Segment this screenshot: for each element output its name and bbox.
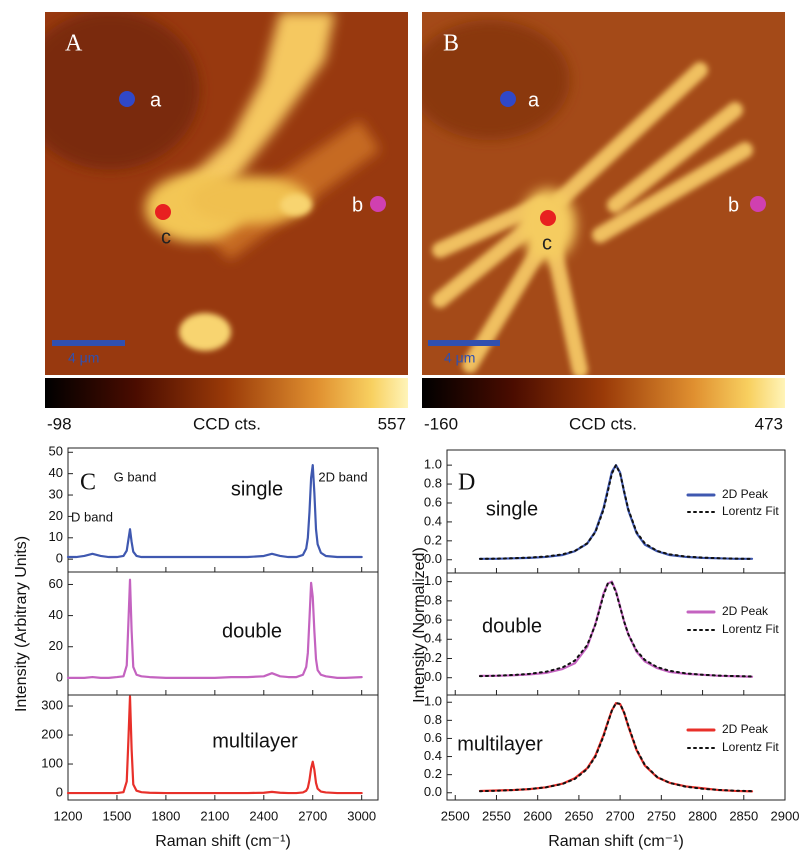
subplot-label: multilayer bbox=[212, 730, 298, 752]
x-tick-label: 2550 bbox=[482, 808, 511, 823]
panel-label: B bbox=[443, 31, 459, 57]
point-marker bbox=[500, 91, 516, 107]
y-tick-label: 0.6 bbox=[424, 494, 442, 509]
y-tick-label: 0.4 bbox=[424, 631, 442, 646]
point-label: b bbox=[352, 194, 363, 216]
y-tick-label: 0.4 bbox=[424, 513, 442, 528]
y-tick-label: 50 bbox=[49, 444, 63, 459]
y-tick-label: 0.2 bbox=[424, 766, 442, 781]
y-tick-label: 0.2 bbox=[424, 532, 442, 547]
y-tick-label: 1.0 bbox=[424, 573, 442, 588]
point-marker bbox=[750, 196, 766, 212]
y-tick-label: 0.8 bbox=[424, 475, 442, 490]
y-tick-label: 1.0 bbox=[424, 457, 442, 472]
colorbar-min-label: -98 bbox=[47, 414, 72, 433]
panel-label: C bbox=[80, 470, 96, 496]
figure: A a b c 4 μm CCD cts. B a b c 4 μm CCD c… bbox=[0, 0, 800, 853]
y-tick-label: 300 bbox=[41, 697, 63, 712]
y-tick-label: 20 bbox=[49, 638, 63, 653]
map-a bbox=[20, 10, 408, 375]
x-tick-label: 1800 bbox=[151, 808, 180, 823]
x-axis-label: Raman shift (cm⁻¹) bbox=[548, 833, 684, 850]
point-marker bbox=[155, 204, 171, 220]
x-tick-label: 2750 bbox=[647, 808, 676, 823]
x-tick-label: 1200 bbox=[54, 808, 83, 823]
point-label: b bbox=[728, 194, 739, 216]
annotation: G band bbox=[114, 469, 157, 484]
subplot-label: double bbox=[222, 620, 282, 642]
y-tick-label: 60 bbox=[49, 576, 63, 591]
subplot-label: single bbox=[486, 498, 538, 520]
y-tick-label: 100 bbox=[41, 755, 63, 770]
x-tick-label: 2700 bbox=[298, 808, 327, 823]
panel-label: D bbox=[458, 470, 475, 496]
y-tick-label: 20 bbox=[49, 508, 63, 523]
legend-label: Lorentz Fit bbox=[722, 504, 779, 518]
y-tick-label: 0.8 bbox=[424, 712, 442, 727]
x-tick-label: 2400 bbox=[249, 808, 278, 823]
y-tick-label: 0 bbox=[56, 669, 63, 684]
y-tick-label: 0.8 bbox=[424, 592, 442, 607]
point-marker bbox=[119, 91, 135, 107]
x-tick-label: 2650 bbox=[564, 808, 593, 823]
y-tick-label: 0.0 bbox=[424, 551, 442, 566]
y-tick-label: 0.4 bbox=[424, 748, 442, 763]
colorbar-label: CCD cts. bbox=[193, 414, 261, 433]
scale-bar-label: 4 μm bbox=[68, 350, 99, 366]
subplot-label: multilayer bbox=[457, 733, 543, 755]
legend-label: Lorentz Fit bbox=[722, 740, 779, 754]
y-tick-label: 1.0 bbox=[424, 694, 442, 709]
subplot-label: single bbox=[231, 478, 283, 500]
series-line bbox=[68, 580, 362, 678]
legend-label: 2D Peak bbox=[722, 604, 769, 618]
colorbar-label: CCD cts. bbox=[569, 414, 637, 433]
x-tick-label: 2900 bbox=[771, 808, 800, 823]
subplot-label: double bbox=[482, 615, 542, 637]
point-label: c bbox=[542, 232, 552, 254]
y-tick-label: 0 bbox=[56, 551, 63, 566]
y-tick-label: 200 bbox=[41, 726, 63, 741]
x-tick-label: 2100 bbox=[200, 808, 229, 823]
point-label: c bbox=[161, 226, 171, 248]
y-tick-label: 40 bbox=[49, 465, 63, 480]
colorbar-max-label: 473 bbox=[755, 414, 783, 433]
x-tick-label: 2850 bbox=[729, 808, 758, 823]
legend-label: 2D Peak bbox=[722, 487, 769, 501]
y-axis-label: Intensity (Arbitrary Units) bbox=[13, 536, 30, 712]
y-tick-label: 0.2 bbox=[424, 650, 442, 665]
colorbar bbox=[45, 378, 408, 408]
legend-label: 2D Peak bbox=[722, 722, 769, 736]
annotation: D band bbox=[71, 509, 113, 524]
x-tick-label: 2500 bbox=[441, 808, 470, 823]
point-label: a bbox=[150, 89, 162, 111]
x-tick-label: 2600 bbox=[523, 808, 552, 823]
y-tick-label: 0.6 bbox=[424, 730, 442, 745]
colorbar-min-label: -160 bbox=[424, 414, 458, 433]
y-tick-label: 10 bbox=[49, 529, 63, 544]
point-marker bbox=[370, 196, 386, 212]
y-tick-label: 30 bbox=[49, 486, 63, 501]
x-axis-label: Raman shift (cm⁻¹) bbox=[155, 833, 291, 850]
colorbar bbox=[422, 378, 785, 408]
colorbar-max-label: 557 bbox=[378, 414, 406, 433]
legend-label: Lorentz Fit bbox=[722, 622, 779, 636]
y-tick-label: 0.0 bbox=[424, 669, 442, 684]
scale-bar-label: 4 μm bbox=[444, 350, 475, 366]
x-tick-label: 3000 bbox=[347, 808, 376, 823]
x-tick-label: 2700 bbox=[606, 808, 635, 823]
x-tick-label: 1500 bbox=[102, 808, 131, 823]
panel-label: A bbox=[65, 31, 83, 57]
y-tick-label: 0.0 bbox=[424, 784, 442, 799]
point-marker bbox=[540, 210, 556, 226]
plot-frame bbox=[68, 448, 378, 572]
y-tick-label: 0.6 bbox=[424, 612, 442, 627]
point-label: a bbox=[528, 89, 540, 111]
annotation: 2D band bbox=[318, 469, 367, 484]
x-tick-label: 2800 bbox=[688, 808, 717, 823]
y-tick-label: 40 bbox=[49, 607, 63, 622]
y-tick-label: 0 bbox=[56, 784, 63, 799]
